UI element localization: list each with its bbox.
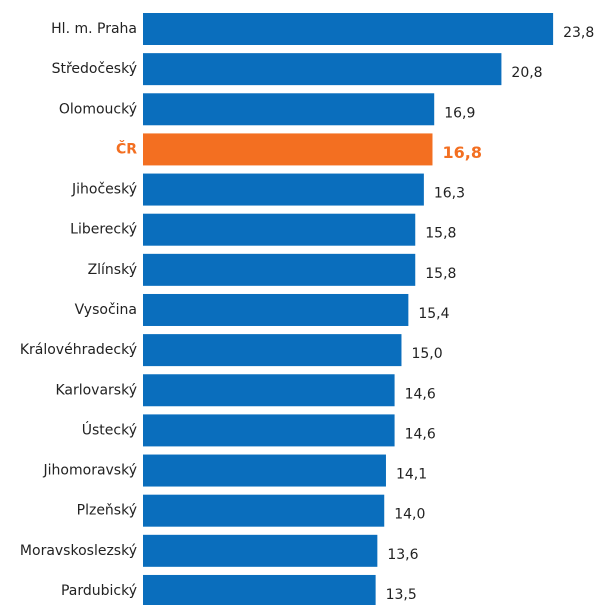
bar	[143, 574, 376, 605]
category-label: Liberecký	[70, 222, 137, 238]
category-label: Jihomoravský	[43, 463, 137, 479]
value-label: 14,6	[405, 426, 436, 442]
category-label: Středočeský	[52, 61, 137, 77]
value-label: 16,9	[444, 105, 475, 121]
bar	[143, 374, 395, 407]
bar	[143, 13, 554, 45]
value-label: 23,8	[563, 25, 594, 41]
bar	[143, 293, 409, 326]
bar	[143, 454, 386, 487]
category-label: Ústecký	[82, 420, 137, 438]
value-label: 15,4	[418, 306, 449, 322]
bar	[143, 213, 416, 246]
bar	[143, 334, 402, 367]
bar	[143, 93, 435, 126]
category-label: Královéhradecký	[20, 342, 137, 358]
value-label: 14,0	[394, 507, 425, 523]
category-label: Olomoucký	[59, 101, 137, 117]
value-label: 15,8	[425, 266, 456, 282]
bar	[143, 133, 433, 166]
category-label: Vysočina	[75, 302, 137, 318]
value-label: 15,0	[411, 346, 442, 362]
bar	[143, 53, 502, 86]
category-label: Hl. m. Praha	[51, 21, 137, 37]
category-label: Pardubický	[61, 583, 137, 599]
category-label: Plzeňský	[77, 503, 137, 519]
category-label: ČR	[116, 139, 137, 157]
bar	[143, 414, 395, 447]
bar	[143, 494, 385, 527]
value-label: 15,8	[425, 226, 456, 242]
category-label: Karlovarský	[55, 382, 137, 398]
bar	[143, 253, 416, 286]
bar	[143, 173, 424, 206]
category-label: Zlínský	[88, 262, 137, 278]
value-label: 16,8	[442, 143, 481, 162]
value-label: 13,6	[387, 547, 418, 563]
bar	[143, 534, 378, 567]
category-label: Moravskoslezský	[20, 543, 137, 559]
value-label: 14,1	[396, 467, 427, 483]
value-label: 20,8	[511, 65, 542, 81]
category-label: Jihočeský	[71, 182, 137, 198]
value-label: 13,5	[386, 587, 417, 603]
value-label: 16,3	[434, 186, 465, 202]
value-label: 14,6	[405, 386, 436, 402]
